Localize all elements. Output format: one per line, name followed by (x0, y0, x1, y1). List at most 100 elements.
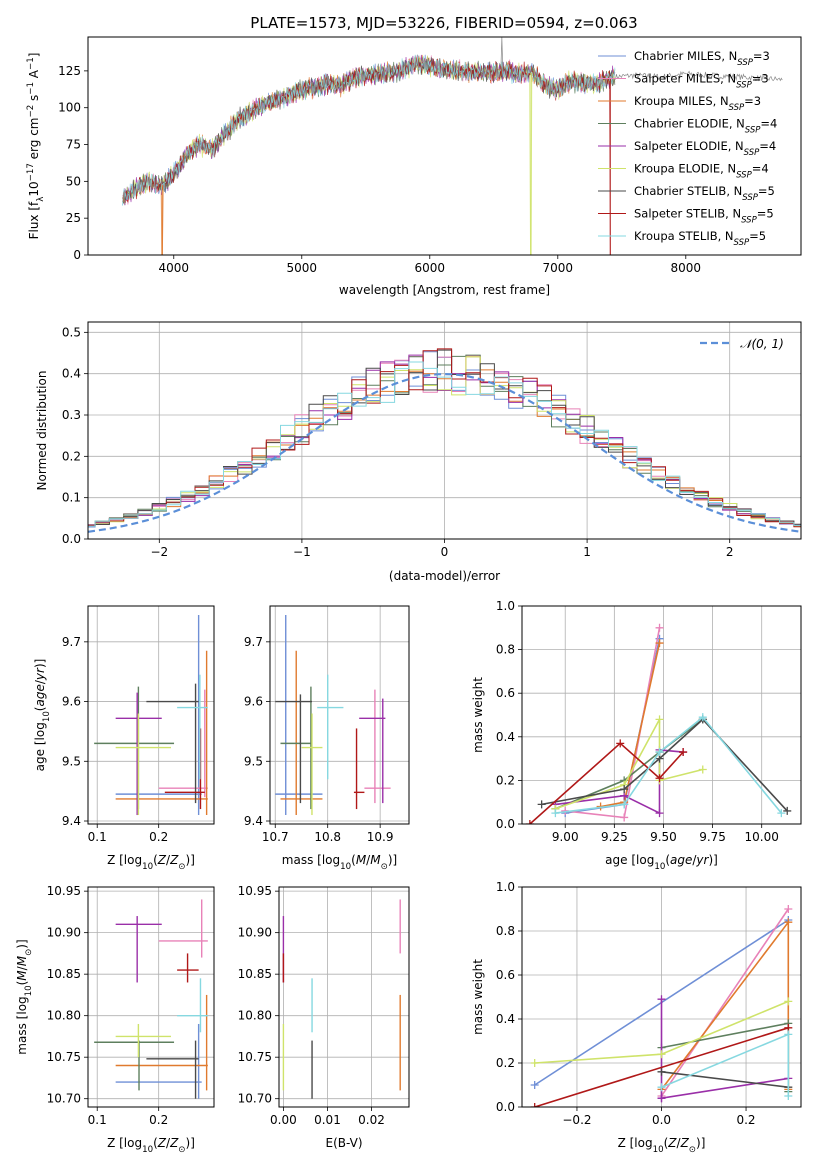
weight-marker-salpeter_elodie (657, 995, 666, 1004)
weight_vs_age-plot (525, 623, 792, 824)
residuals-frame: −2 −1 0 1 2 0.0 0.1 0.2 0.3 0.4 0.5 (62, 321, 802, 559)
y-tick-label: 0.4 (496, 730, 515, 744)
y-tick-label: 0.2 (496, 1056, 515, 1070)
weight-line-kroupa_miles (660, 919, 790, 1090)
y-tick-label: 0 (73, 248, 81, 262)
weight-marker-kroupa_stelib (655, 748, 664, 757)
emission-line (500, 37, 504, 72)
y-axis-label: Flux [fλ10−17 erg cm−2 s−1 A−1] (26, 53, 46, 240)
x-tick-label: 0.02 (358, 1113, 385, 1127)
weight-line-chabrier_stelib (541, 718, 788, 812)
x-tick-label: 9.75 (699, 830, 726, 844)
legend-label-salpeter_elodie: Salpeter ELODIE, NSSP=4 (634, 139, 776, 158)
weight-marker-chabrier_miles (530, 1081, 539, 1089)
histogram-kroupa_stelib (88, 361, 801, 527)
weight-marker-salpeter_stelib (530, 1103, 539, 1107)
histogram-chabrier_elodie (88, 354, 801, 527)
x-tick-label: 1 (583, 545, 591, 559)
x-tick-label: 9.50 (650, 830, 677, 844)
weight-line-salpeter_elodie (660, 999, 789, 1100)
x-tick-label: −0.2 (562, 1113, 591, 1127)
weight-line-salpeter_miles (660, 908, 789, 1097)
y-tick-label: 9.6 (62, 695, 81, 709)
weight-line-chabrier_elodie (555, 718, 704, 810)
x-axis-label: E(B-V) (325, 1136, 362, 1150)
legend-label-chabrier_elodie: Chabrier ELODIE, NSSP=4 (634, 117, 777, 136)
x-tick-label: 4000 (158, 261, 189, 275)
residuals-plot (88, 348, 801, 533)
y-tick-label: 10.80 (238, 1009, 272, 1023)
spectrum-legend: Chabrier MILES, NSSP=3 Salpeter MILES, NS… (598, 49, 777, 248)
y-tick-label: 10.70 (47, 1092, 81, 1106)
y-tick-label: 100 (58, 101, 81, 115)
age_vs_mass-plot (275, 614, 391, 816)
y-tick-label: 10.90 (238, 926, 272, 940)
histogram-salpeter_stelib (88, 348, 801, 528)
y-tick-label: 0.1 (62, 491, 81, 505)
weight-marker-chabrier_stelib (537, 800, 546, 809)
x-tick-label: 0 (441, 545, 449, 559)
y-tick-label: 0.0 (496, 1100, 515, 1114)
residuals-axes (88, 322, 801, 540)
age_vs_mass-axes (270, 606, 409, 824)
weight-marker-salpeter_elodie (655, 809, 664, 818)
weight-marker-chabrier_stelib (783, 806, 792, 815)
y-tick-label: 0.8 (496, 924, 515, 938)
legend-label-normal: 𝒩(0, 1) (740, 337, 784, 351)
y-tick-label: 9.4 (244, 814, 263, 828)
model-spectrum-kroupa_stelib (122, 54, 616, 206)
weight-line-salpeter_stelib (534, 1027, 789, 1107)
x-tick-label: 8000 (671, 261, 702, 275)
x-tick-label: 10.8 (314, 830, 341, 844)
y-tick-label: 50 (66, 174, 81, 188)
mass_vs_Z-plot (94, 899, 208, 1099)
y-axis-label: mass weight (471, 677, 485, 753)
age_vs_Z-plot (94, 614, 208, 816)
x-tick-label: 0.2 (736, 1113, 755, 1127)
mass_vs_Z-axes (88, 887, 214, 1107)
y-tick-label: 10.85 (238, 967, 272, 981)
legend-label-chabrier_miles: Chabrier MILES, NSSP=3 (634, 49, 770, 68)
axes-frame (269, 605, 410, 825)
x-axis-label: mass [log10(M/M⊙)] (282, 853, 397, 872)
normal-curve (88, 372, 801, 533)
y-tick-label: 9.4 (62, 814, 81, 828)
y-tick-label: 75 (66, 138, 81, 152)
mass_vs_ebv-plot (282, 899, 401, 1099)
legend-label-kroupa_stelib: Kroupa STELIB, NSSP=5 (634, 229, 766, 248)
y-tick-label: 0.8 (496, 643, 515, 657)
weight-marker-salpeter_stelib (655, 774, 664, 783)
weight-marker-kroupa_stelib (551, 809, 560, 818)
weight-marker-kroupa_elodie (530, 1059, 539, 1067)
weight-line-chabrier_miles (565, 638, 661, 814)
weight-marker-salpeter_elodie (657, 1094, 666, 1103)
y-tick-label: 9.6 (244, 695, 263, 709)
y-tick-label: 9.5 (62, 754, 81, 768)
weight-marker-kroupa_elodie (655, 715, 664, 724)
weight-marker-salpeter_stelib (616, 739, 625, 748)
x-axis-label: Z [log10(Z/Z⊙)] (107, 1136, 195, 1155)
x-tick-label: 9.25 (601, 830, 628, 844)
y-axis-label: mass weight (471, 959, 485, 1035)
weight_vs_age-frame: 9.00 9.25 9.50 9.75 10.00 0.0 0.2 0.4 0.6 0.8 1.0 (496, 599, 802, 844)
axes-frame (87, 36, 802, 256)
y-tick-label: 0.2 (62, 449, 81, 463)
y-tick-label: 125 (58, 64, 81, 78)
weight-marker-kroupa_elodie (698, 765, 707, 774)
histogram-chabrier_stelib (88, 349, 801, 527)
y-tick-label: 0.2 (496, 773, 515, 787)
y-tick-label: 0.6 (496, 686, 515, 700)
weight-marker-kroupa_miles (655, 639, 664, 648)
x-tick-label: 0.1 (88, 1113, 107, 1127)
axes-frame (87, 605, 215, 825)
x-tick-label: 0.01 (314, 1113, 341, 1127)
y-tick-label: 10.95 (47, 884, 81, 898)
mass_vs_Z-frame: 0.1 0.2 10.70 10.75 10.80 10.85 10.90 10.95 (47, 884, 215, 1127)
weight-line-salpeter_stelib (529, 742, 684, 824)
x-axis-label: wavelength [Angstrom, rest frame] (339, 283, 550, 297)
mass_vs_ebv-axes (279, 887, 409, 1107)
legend-label-kroupa_elodie: Kroupa ELODIE, NSSP=4 (634, 162, 769, 181)
y-tick-label: 9.7 (62, 635, 81, 649)
weight-marker-kroupa_stelib (698, 713, 707, 722)
emission-line (326, 75, 329, 85)
